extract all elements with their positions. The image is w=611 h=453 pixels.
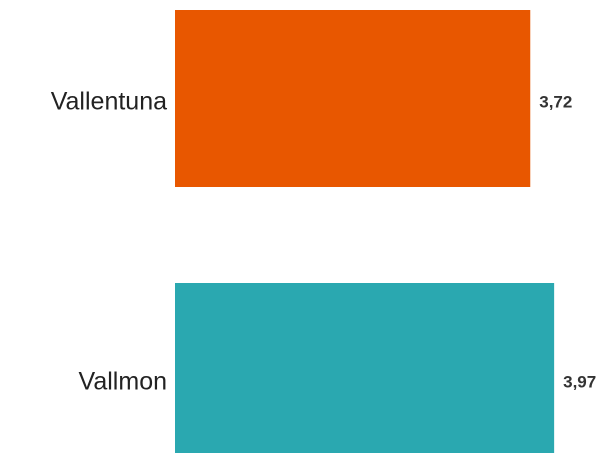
category-label-vallmon: Vallmon bbox=[79, 368, 167, 396]
value-label-vallentuna: 3,72 bbox=[539, 92, 572, 111]
category-label-vallentuna: Vallentuna bbox=[51, 88, 167, 116]
value-label-vallmon: 3,97 bbox=[563, 372, 596, 391]
bar-vallentuna bbox=[175, 10, 531, 187]
bar-vallmon bbox=[175, 283, 555, 453]
